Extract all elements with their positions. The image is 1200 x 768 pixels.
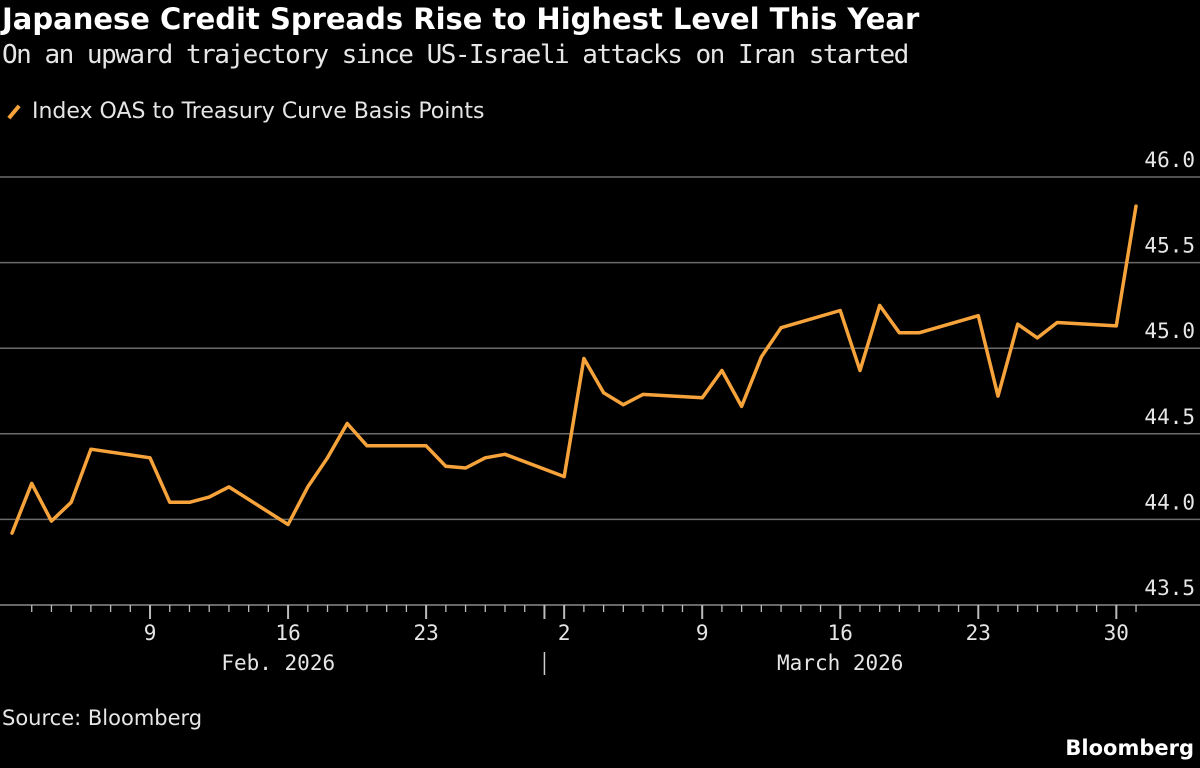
data-point — [621, 403, 625, 407]
data-point — [740, 404, 744, 408]
legend-label: Index OAS to Treasury Curve Basis Points — [32, 99, 485, 124]
x-tick-label: 16 — [828, 621, 853, 645]
data-point — [306, 485, 310, 489]
data-point — [858, 368, 862, 372]
data-point — [464, 466, 468, 470]
x-tick-label: 23 — [966, 621, 991, 645]
data-point — [582, 356, 586, 360]
x-tick-label: 23 — [413, 621, 438, 645]
month-label: March 2026 — [777, 651, 903, 675]
data-point — [10, 531, 14, 535]
x-tick-label: 16 — [275, 621, 300, 645]
data-point — [503, 452, 507, 456]
data-point — [1035, 336, 1039, 340]
data-point — [365, 444, 369, 448]
y-tick-label: 44.5 — [1144, 405, 1195, 429]
data-point — [641, 392, 645, 396]
data-point — [917, 331, 921, 335]
bloomberg-logo: Bloomberg — [1065, 736, 1194, 760]
data-point — [187, 500, 191, 504]
chart-title: Japanese Credit Spreads Rise to Highest … — [2, 2, 920, 36]
data-point — [30, 481, 34, 485]
month-label: Feb. 2026 — [221, 651, 335, 675]
data-point — [1016, 322, 1020, 326]
x-tick-label: 9 — [144, 621, 157, 645]
data-point — [838, 309, 842, 313]
data-point — [1134, 204, 1138, 208]
data-point — [444, 464, 448, 468]
data-point — [976, 314, 980, 318]
data-point — [49, 519, 53, 523]
data-point — [759, 355, 763, 359]
y-tick-label: 43.5 — [1144, 576, 1195, 600]
data-point — [424, 444, 428, 448]
y-tick-label: 45.0 — [1144, 319, 1195, 343]
data-point — [148, 456, 152, 460]
data-point — [878, 303, 882, 307]
data-point — [720, 368, 724, 372]
data-point — [1114, 324, 1118, 328]
data-point — [1055, 321, 1059, 325]
y-tick-label: 44.0 — [1144, 490, 1195, 514]
data-point — [326, 456, 330, 460]
data-point — [700, 396, 704, 400]
y-tick-label: 46.0 — [1144, 148, 1195, 172]
data-point — [168, 500, 172, 504]
data-point — [89, 447, 93, 451]
x-tick-label: 9 — [696, 621, 709, 645]
chart-subtitle: On an upward trajectory since US-Israeli… — [2, 40, 909, 70]
data-point — [897, 331, 901, 335]
y-tick-label: 45.5 — [1144, 234, 1195, 258]
data-point — [227, 485, 231, 489]
data-point — [345, 422, 349, 426]
data-point — [286, 523, 290, 527]
x-tick-label: 2 — [558, 621, 571, 645]
legend: Index OAS to Treasury Curve Basis Points — [6, 99, 484, 124]
data-point — [207, 495, 211, 499]
data-point — [602, 391, 606, 395]
data-point — [779, 326, 783, 330]
data-point — [996, 394, 1000, 398]
x-tick-label: 30 — [1104, 621, 1129, 645]
source-note: Source: Bloomberg — [2, 706, 203, 730]
data-point — [562, 475, 566, 479]
data-point — [69, 500, 73, 504]
series-line — [10, 204, 1138, 535]
data-point — [483, 456, 487, 460]
